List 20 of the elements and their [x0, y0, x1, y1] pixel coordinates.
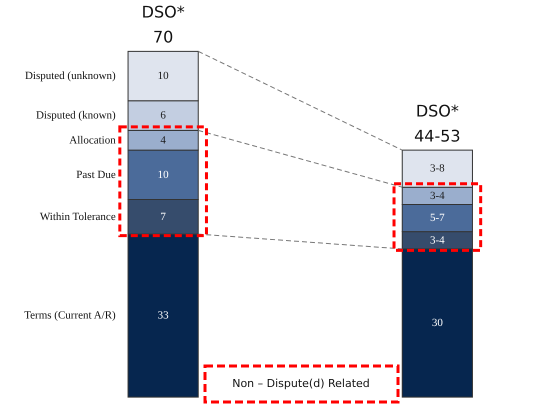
- data-label: 10: [158, 70, 170, 82]
- data-label: 33: [158, 310, 170, 322]
- data-label: 4: [160, 134, 166, 146]
- data-label: 3-4: [430, 234, 446, 246]
- data-label: 3-4: [430, 190, 446, 202]
- data-label: 7: [160, 210, 166, 223]
- data-label: 6: [160, 110, 166, 122]
- x-tick-label: DSO* 44-53: [414, 101, 461, 146]
- series-label: Allocation: [69, 134, 116, 146]
- series-label: Within Tolerance: [40, 210, 116, 223]
- series-label: Past Due: [76, 168, 116, 181]
- series-label: Disputed (unknown): [24, 70, 116, 82]
- annotation: Non – Dispute(d) Related: [232, 377, 370, 390]
- data-label: 30: [432, 317, 444, 330]
- series-label: Terms (Current A/R): [24, 310, 116, 322]
- x-tick-label: DSO* 70: [142, 2, 185, 46]
- data-label: 5-7: [430, 212, 446, 224]
- data-label: 3-8: [430, 162, 446, 175]
- data-label: 10: [158, 168, 170, 181]
- series-label: Disputed (known): [36, 110, 116, 122]
